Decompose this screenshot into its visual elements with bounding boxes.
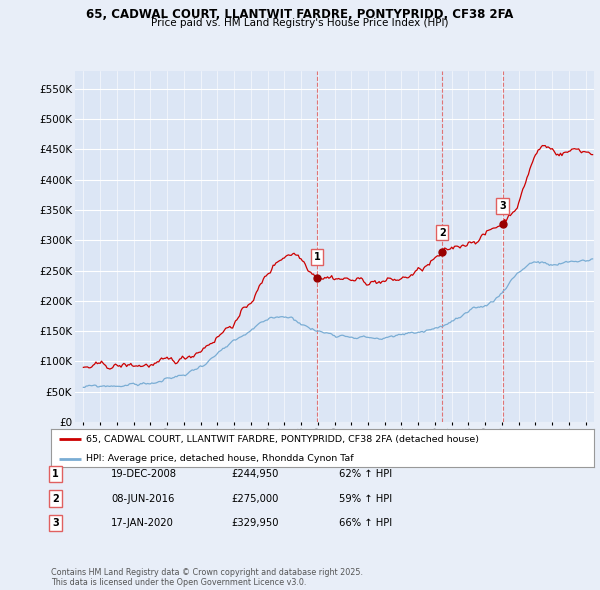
Text: Contains HM Land Registry data © Crown copyright and database right 2025.
This d: Contains HM Land Registry data © Crown c…	[51, 568, 363, 587]
Text: 65, CADWAL COURT, LLANTWIT FARDRE, PONTYPRIDD, CF38 2FA (detached house): 65, CADWAL COURT, LLANTWIT FARDRE, PONTY…	[86, 435, 479, 444]
Text: 1: 1	[314, 252, 320, 262]
Text: 17-JAN-2020: 17-JAN-2020	[111, 518, 174, 527]
Text: £329,950: £329,950	[231, 518, 278, 527]
Text: 08-JUN-2016: 08-JUN-2016	[111, 494, 175, 503]
Text: 59% ↑ HPI: 59% ↑ HPI	[339, 494, 392, 503]
Text: 2: 2	[52, 494, 59, 503]
Text: £244,950: £244,950	[231, 470, 278, 479]
Text: 66% ↑ HPI: 66% ↑ HPI	[339, 518, 392, 527]
Text: 3: 3	[52, 518, 59, 527]
Text: £275,000: £275,000	[231, 494, 278, 503]
Text: 1: 1	[52, 470, 59, 479]
Text: 62% ↑ HPI: 62% ↑ HPI	[339, 470, 392, 479]
Text: 19-DEC-2008: 19-DEC-2008	[111, 470, 177, 479]
Text: HPI: Average price, detached house, Rhondda Cynon Taf: HPI: Average price, detached house, Rhon…	[86, 454, 354, 463]
Text: 65, CADWAL COURT, LLANTWIT FARDRE, PONTYPRIDD, CF38 2FA: 65, CADWAL COURT, LLANTWIT FARDRE, PONTY…	[86, 8, 514, 21]
Text: Price paid vs. HM Land Registry's House Price Index (HPI): Price paid vs. HM Land Registry's House …	[151, 18, 449, 28]
Text: 3: 3	[499, 201, 506, 211]
Text: 2: 2	[439, 228, 446, 238]
